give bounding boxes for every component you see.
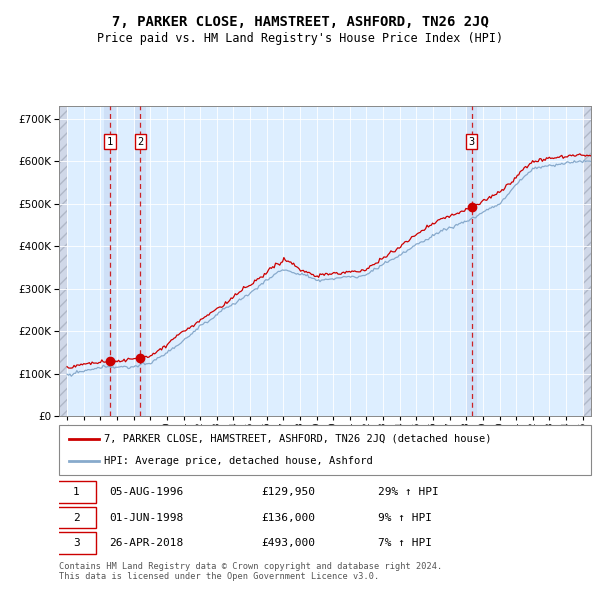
FancyBboxPatch shape — [56, 532, 96, 554]
Text: 2: 2 — [73, 513, 79, 523]
Text: 7, PARKER CLOSE, HAMSTREET, ASHFORD, TN26 2JQ: 7, PARKER CLOSE, HAMSTREET, ASHFORD, TN2… — [112, 15, 488, 29]
Text: 9% ↑ HPI: 9% ↑ HPI — [378, 513, 432, 523]
Bar — [134, 106, 146, 416]
Text: £129,950: £129,950 — [261, 487, 315, 497]
Bar — [104, 106, 116, 416]
Text: 2: 2 — [137, 137, 143, 147]
FancyBboxPatch shape — [56, 507, 96, 529]
FancyBboxPatch shape — [56, 481, 96, 503]
Text: £493,000: £493,000 — [261, 538, 315, 548]
Text: Contains HM Land Registry data © Crown copyright and database right 2024.
This d: Contains HM Land Registry data © Crown c… — [59, 562, 442, 581]
Bar — [466, 106, 478, 416]
Bar — [583, 106, 591, 416]
Text: £136,000: £136,000 — [261, 513, 315, 523]
Text: HPI: Average price, detached house, Ashford: HPI: Average price, detached house, Ashf… — [104, 456, 373, 466]
Text: 1: 1 — [73, 487, 79, 497]
Text: 7, PARKER CLOSE, HAMSTREET, ASHFORD, TN26 2JQ (detached house): 7, PARKER CLOSE, HAMSTREET, ASHFORD, TN2… — [104, 434, 491, 444]
Text: 7% ↑ HPI: 7% ↑ HPI — [378, 538, 432, 548]
Text: 3: 3 — [469, 137, 475, 147]
Text: 01-JUN-1998: 01-JUN-1998 — [109, 513, 184, 523]
Bar — [59, 106, 67, 416]
Text: Price paid vs. HM Land Registry's House Price Index (HPI): Price paid vs. HM Land Registry's House … — [97, 32, 503, 45]
Text: 05-AUG-1996: 05-AUG-1996 — [109, 487, 184, 497]
Text: 1: 1 — [107, 137, 113, 147]
Text: 29% ↑ HPI: 29% ↑ HPI — [378, 487, 439, 497]
Text: 26-APR-2018: 26-APR-2018 — [109, 538, 184, 548]
Text: 3: 3 — [73, 538, 79, 548]
